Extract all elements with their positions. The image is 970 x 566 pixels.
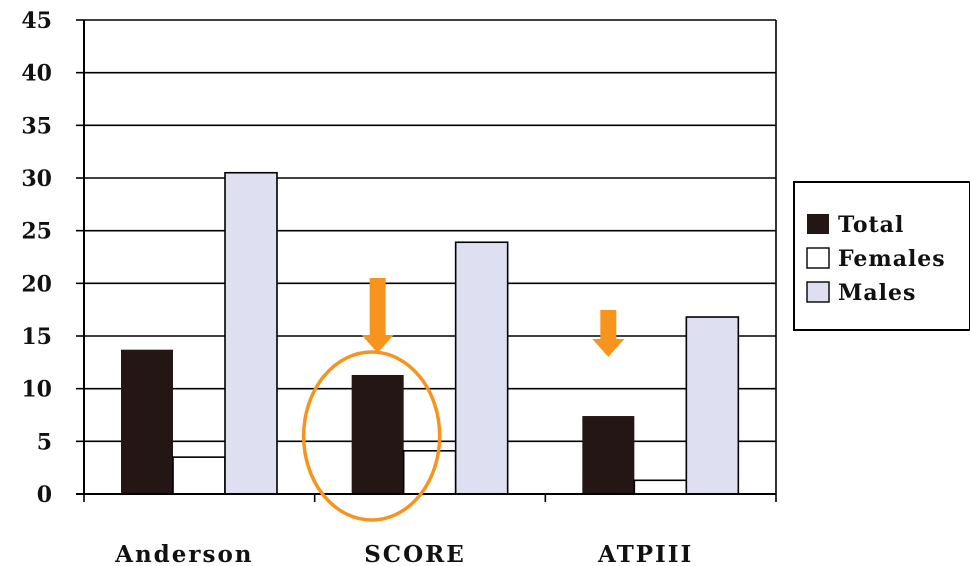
y-tick-label: 0	[37, 482, 52, 508]
down-arrow-icon	[361, 278, 394, 353]
bar-females-atpiii	[633, 479, 688, 495]
bar-total-atpiii	[582, 416, 635, 494]
bar-total-score	[351, 374, 404, 494]
x-category-label: ATPIII	[597, 541, 693, 566]
y-tick-label: 10	[21, 377, 52, 403]
down-arrow-icon	[592, 310, 625, 357]
legend-label-females: Females	[838, 246, 946, 272]
legend-label-males: Males	[838, 280, 916, 306]
bar-total-anderson	[121, 349, 173, 494]
y-tick-label: 25	[21, 219, 52, 245]
bar-males-anderson	[224, 171, 278, 495]
x-category-label: SCORE	[364, 541, 466, 566]
highlight-ellipse	[301, 350, 442, 522]
legend-swatch-males	[806, 281, 830, 303]
y-tick-label: 15	[21, 324, 52, 350]
y-tick-label: 45	[21, 8, 52, 34]
legend-swatch-females	[806, 247, 830, 269]
y-tick-label: 30	[21, 166, 52, 192]
y-tick-label: 20	[21, 271, 52, 297]
y-tick-label: 35	[21, 113, 52, 139]
legend-label-total: Total	[838, 212, 904, 238]
x-category-label: Anderson	[114, 541, 253, 566]
bar-males-score	[454, 241, 509, 495]
legend-box	[793, 181, 970, 331]
bar-females-score	[402, 450, 457, 495]
bar-females-anderson	[172, 456, 226, 495]
y-tick-label: 5	[37, 429, 52, 455]
legend-swatch-total	[807, 214, 829, 234]
bar-males-atpiii	[685, 316, 740, 495]
y-tick-label: 40	[21, 61, 52, 87]
